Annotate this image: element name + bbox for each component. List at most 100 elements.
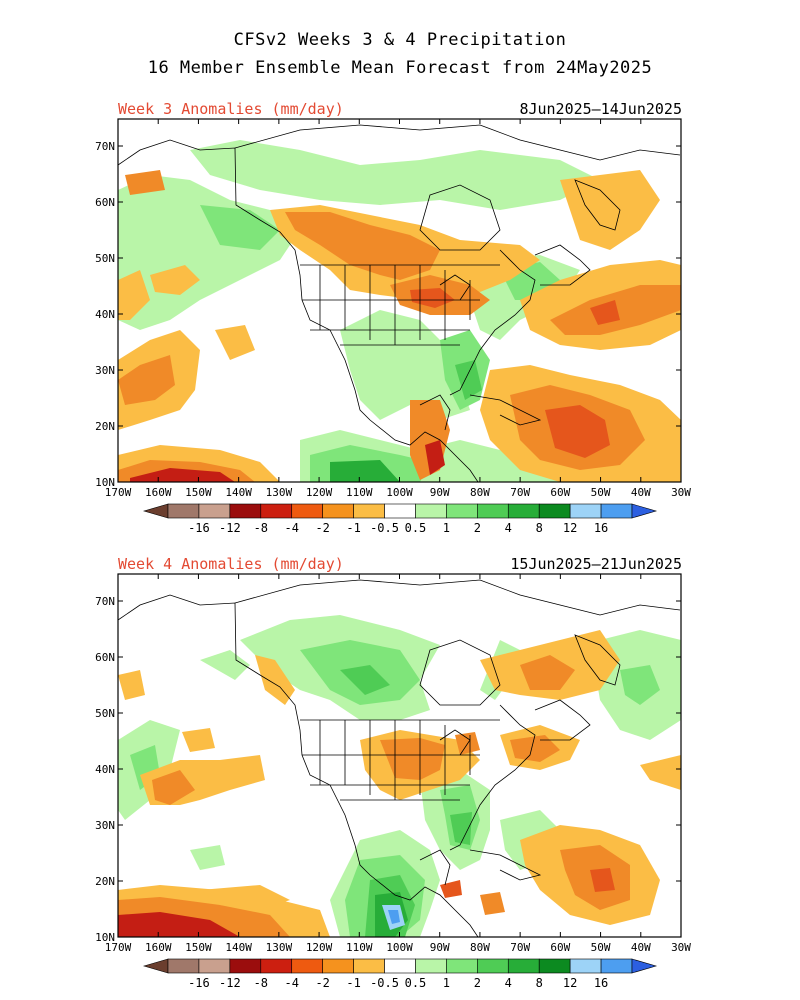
week3-dry-area (590, 300, 620, 325)
colorbar-label: -12 (219, 976, 241, 990)
week3-dry-area (130, 468, 235, 482)
lon-tick-label: 160W (145, 486, 172, 499)
week4-wet-area (388, 910, 400, 924)
week4-dry-area (380, 738, 445, 780)
week4-dry-area (590, 868, 615, 892)
lon-tick-label: 30W (671, 486, 691, 499)
colorbar-segment (384, 958, 416, 974)
week4-anomaly-field (118, 615, 681, 937)
colorbar-segment (600, 958, 633, 974)
colorbar-segment (600, 503, 633, 519)
colorbar-segment (260, 958, 293, 974)
colorbar-label: -16 (188, 521, 210, 535)
week3-dry-area (285, 212, 440, 280)
week3-coastlines (118, 124, 681, 482)
title-line-2: 16 Member Ensemble Mean Forecast from 24… (147, 58, 653, 78)
lat-tick-label: 50N (95, 252, 115, 265)
week3-wet-area (200, 205, 280, 250)
colorbar-label: -1 (346, 521, 360, 535)
lon-tick-label: 140W (225, 941, 252, 954)
colorbar-segment (167, 503, 200, 519)
week3-colorbar: -16 -12 -8 -4 -2 -1 -0.5 0.5 1 2 4 8 12 16 (142, 503, 658, 535)
week3-dates: 8Jun2025–14Jun2025 (519, 100, 682, 118)
colorbar-label: -1 (346, 976, 360, 990)
lon-tick-label: 80W (470, 486, 490, 499)
colorbar-segment (353, 958, 385, 974)
colorbar-segment (229, 958, 262, 974)
lat-tick-label: 20N (95, 875, 115, 888)
colorbar-label: -4 (285, 521, 299, 535)
lon-tick-label: 150W (185, 941, 212, 954)
colorbar-label: 1 (443, 976, 450, 990)
lon-tick-label: 130W (266, 486, 293, 499)
lat-tick-label: 20N (95, 420, 115, 433)
colorbar-segment (446, 503, 478, 519)
week4-wet-area (450, 812, 472, 845)
lon-tick-label: 120W (306, 486, 333, 499)
colorbar-label: -2 (315, 521, 329, 535)
colorbar-label: 2 (474, 521, 481, 535)
colorbar-label: 8 (536, 976, 543, 990)
colorbar-label: 2 (474, 976, 481, 990)
lon-tick-label: 80W (470, 941, 490, 954)
week4-wet-area (620, 665, 660, 705)
colorbar-arrow-right (631, 503, 658, 519)
colorbar-segment (538, 958, 571, 974)
colorbar-segment (507, 958, 540, 974)
week3-wet-area (190, 140, 600, 210)
week4-dry-area (520, 655, 575, 690)
colorbar-label: -0.5 (370, 976, 399, 990)
week4-coastlines (118, 579, 681, 937)
colorbar-label: 1 (443, 521, 450, 535)
lon-tick-label: 170W (105, 941, 132, 954)
colorbar-segment (538, 503, 571, 519)
week4-wet-area (340, 665, 390, 695)
week3-anomaly-field (118, 140, 681, 482)
lon-tick-label: 90W (430, 941, 450, 954)
week4-dry-area (640, 755, 681, 790)
lon-tick-label: 40W (631, 941, 651, 954)
lon-tick-label: 90W (430, 486, 450, 499)
colorbar-segment (322, 503, 354, 519)
week4-map (117, 573, 682, 938)
colorbar-segment (507, 503, 540, 519)
colorbar-segment (477, 503, 509, 519)
lon-tick-label: 110W (346, 486, 373, 499)
colorbar-segment (353, 503, 385, 519)
lat-tick-label: 30N (95, 364, 115, 377)
week3-map (117, 118, 682, 483)
colorbar-segment (260, 503, 293, 519)
week3-wet-area (330, 460, 400, 482)
colorbar-segment (198, 958, 231, 974)
colorbar-label: -4 (285, 976, 299, 990)
colorbar-segment (384, 503, 416, 519)
lon-tick-label: 100W (386, 941, 413, 954)
lon-tick-label: 110W (346, 941, 373, 954)
lat-tick-label: 40N (95, 308, 115, 321)
week3-dry-area (425, 440, 445, 475)
week4-label: Week 4 Anomalies (mm/day) (118, 555, 344, 573)
colorbar-label: -2 (315, 976, 329, 990)
week4-dry-area (200, 885, 290, 910)
colorbar-segment (569, 503, 602, 519)
colorbar-label: 0.5 (405, 976, 427, 990)
lat-tick-label: 10N (95, 476, 115, 489)
colorbar-label: -0.5 (370, 521, 399, 535)
lat-tick-label: 10N (95, 931, 115, 944)
lon-tick-label: 100W (386, 486, 413, 499)
colorbar-label: 16 (594, 521, 608, 535)
colorbar-label: 16 (594, 976, 608, 990)
lon-tick-label: 60W (550, 486, 570, 499)
colorbar-segment (167, 958, 200, 974)
colorbar-segment (229, 503, 262, 519)
lat-tick-label: 40N (95, 763, 115, 776)
title-line-1: CFSv2 Weeks 3 & 4 Precipitation (233, 30, 567, 50)
week4-dry-area (118, 670, 145, 700)
week3-dry-area (150, 265, 200, 295)
colorbar-arrow-left (142, 958, 169, 974)
week4-wet-area (200, 650, 250, 680)
lon-tick-label: 150W (185, 486, 212, 499)
colorbar-segment (198, 503, 231, 519)
